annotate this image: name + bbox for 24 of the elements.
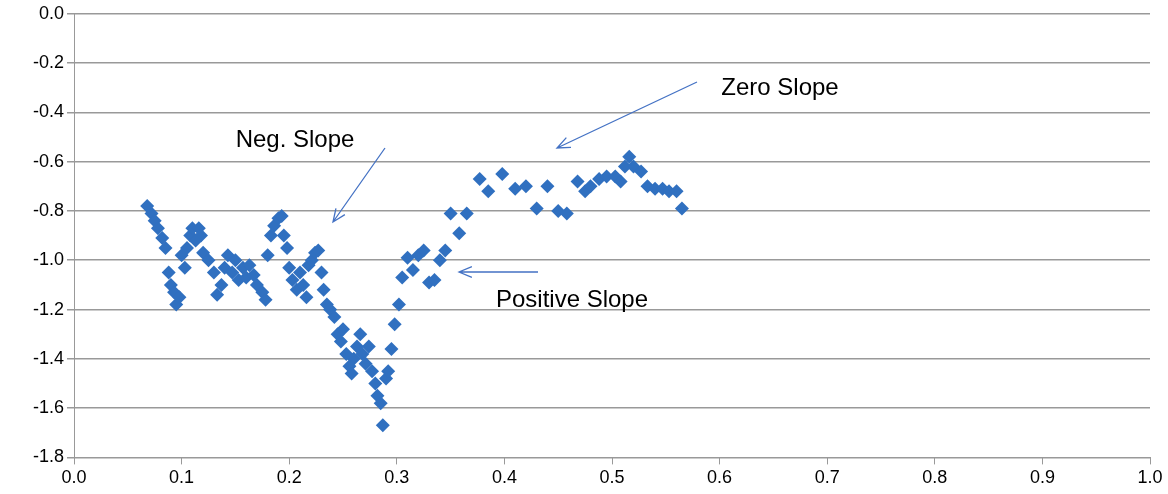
y-tick-label: -0.8 (32, 199, 65, 220)
annotation: Neg. Slope (235, 124, 355, 152)
y-tick-label: -1.8 (32, 446, 65, 467)
y-tick-label: -0.6 (32, 150, 65, 171)
x-tick-label: 0.5 (599, 467, 625, 488)
x-tick-label: 0.2 (276, 467, 302, 488)
y-tick-label: -1.0 (32, 249, 65, 270)
x-tick-label: 0.4 (491, 467, 517, 488)
x-tick-label: 0.8 (922, 467, 948, 488)
x-tick-label: 0.1 (169, 467, 195, 488)
y-tick-label: -0.2 (32, 52, 65, 73)
x-tick-label: 0.9 (1029, 467, 1055, 488)
x-tick-label: 0.7 (814, 467, 840, 488)
y-tick-label: 0.0 (38, 2, 65, 23)
x-tick-label: 1.0 (1137, 467, 1163, 488)
x-tick-label: 0.3 (384, 467, 410, 488)
x-tick-label: 0.6 (707, 467, 733, 488)
annotation: Positive Slope (495, 284, 649, 312)
x-tick-label: 0.0 (61, 467, 87, 488)
y-tick-label: -1.4 (32, 347, 65, 368)
y-tick-label: -0.4 (32, 101, 65, 122)
y-tick-label: -1.2 (32, 298, 65, 319)
y-tick-label: -1.6 (32, 397, 65, 418)
annotation: Zero Slope (721, 72, 839, 100)
